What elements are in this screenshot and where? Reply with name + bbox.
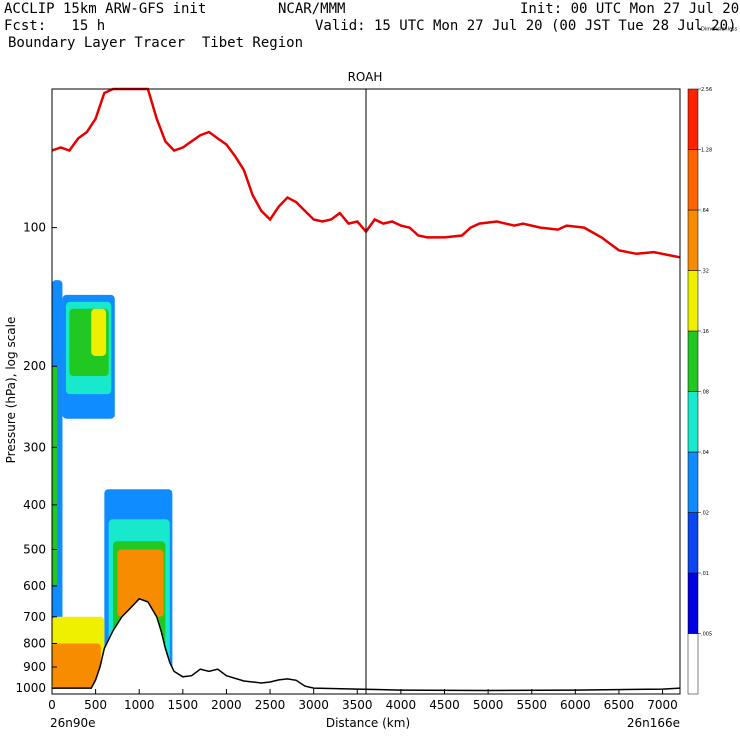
- y-tick-label: 500: [23, 542, 46, 556]
- colorbar-swatch: [687, 88, 699, 150]
- x-tick-label: 4500: [429, 698, 460, 712]
- colorbar-label: .04: [701, 450, 709, 456]
- colorbar-swatch: [687, 330, 699, 392]
- x-axis: 0 500 1000 1500 2000 2500 3000 3500 4000 4500 5000…: [48, 689, 678, 712]
- x-tick-label: 7000: [647, 698, 678, 712]
- colorbar-swatch: [687, 391, 699, 453]
- colorbar-swatch: [687, 633, 699, 695]
- colorbar-swatch: [687, 451, 699, 513]
- colorbar-label: .16: [701, 329, 709, 335]
- y-tick-label: 900: [23, 660, 46, 674]
- y-tick-label: 800: [23, 636, 46, 650]
- x-axis-label: Distance (km): [326, 716, 410, 730]
- y-tick-label: 400: [23, 498, 46, 512]
- product-title: Boundary Layer Tracer Tibet Region: [8, 35, 304, 51]
- y-axis: 100 200 300 400 500 600 700 800 900 1000: [15, 221, 57, 695]
- valid-time: Valid: 15 UTC Mon 27 Jul 20 (00 JST Tue …: [315, 18, 737, 34]
- colorbar-label: .005: [701, 632, 712, 638]
- colorbar-label: .64: [701, 208, 709, 214]
- terrain-line: [52, 597, 681, 692]
- colorbar-swatch: [687, 149, 699, 211]
- init-time: Init: 00 UTC Mon 27 Jul 20: [520, 1, 740, 17]
- y-tick-label: 600: [23, 579, 46, 593]
- y-tick-label: 700: [23, 610, 46, 624]
- colorbar-label: .02: [701, 511, 709, 517]
- y-tick-label: 1000: [15, 681, 46, 695]
- x-tick-label: 5000: [473, 698, 504, 712]
- tracer-region: [52, 643, 101, 689]
- colorbar-swatch: [687, 209, 699, 271]
- colorbar-label: Dimensionless: [701, 27, 738, 33]
- x-tick-label: 1500: [168, 698, 199, 712]
- y-tick-label: 300: [23, 440, 46, 454]
- x-tick-label: 4000: [386, 698, 417, 712]
- tracer-region: [52, 366, 58, 586]
- colorbar-label: 2.56: [701, 87, 712, 93]
- x-tick-label: 500: [84, 698, 107, 712]
- model-title: ACCLIP 15km ARW-GFS init: [4, 1, 207, 17]
- x-tick-label: 5500: [516, 698, 547, 712]
- org-label: NCAR/MMM: [278, 1, 346, 17]
- x-tick-label: 2000: [211, 698, 242, 712]
- y-axis-label: Pressure (hPa), log scale: [4, 317, 18, 464]
- chart-title: ROAH: [348, 70, 383, 84]
- plot-frame: [51, 88, 681, 695]
- x-tick-label: 3500: [342, 698, 373, 712]
- forecast-hour: Fcst: 15 h: [4, 18, 106, 34]
- x-tick-label: 0: [48, 698, 56, 712]
- tracer-region: [91, 308, 107, 356]
- x-tick-label: 1000: [124, 698, 155, 712]
- tracer-region: [117, 549, 164, 617]
- x-tick-label: 6000: [560, 698, 591, 712]
- x-tick-label: 2500: [255, 698, 286, 712]
- colorbar: .005 .01 .02 .04 .08 .16 .32 .64 1.28 2.56 Dimensi…: [687, 27, 738, 695]
- y-tick-label: 100: [23, 221, 46, 235]
- below-ground-mask: [52, 598, 680, 694]
- tracer-field: [52, 280, 680, 694]
- colorbar-swatch: [687, 270, 699, 332]
- left-endpoint-label: 26n90e: [50, 716, 96, 730]
- y-tick-label: 200: [23, 359, 46, 373]
- right-endpoint-label: 26n166e: [627, 716, 680, 730]
- colorbar-label: 1.28: [701, 148, 712, 154]
- colorbar-label: .32: [701, 269, 709, 275]
- colorbar-swatch: [687, 572, 699, 634]
- x-tick-label: 3000: [298, 698, 329, 712]
- colorbar-swatch: [687, 512, 699, 574]
- colorbar-label: .08: [701, 390, 709, 396]
- colorbar-label: .01: [701, 571, 709, 577]
- x-tick-label: 6500: [604, 698, 635, 712]
